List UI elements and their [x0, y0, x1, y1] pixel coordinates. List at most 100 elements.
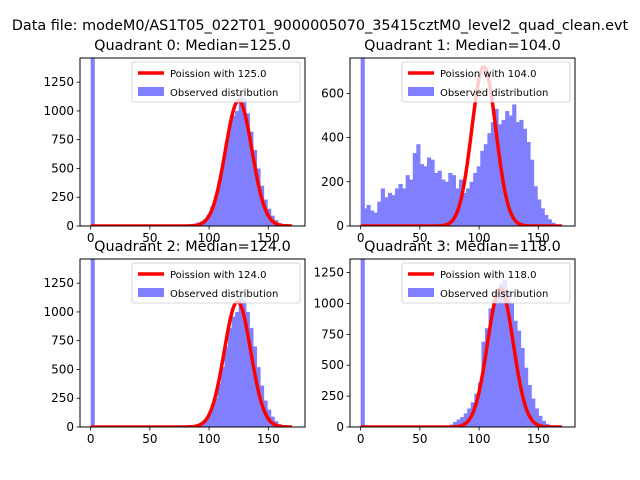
x-tick-label: 150 [257, 231, 280, 245]
y-tick-label: 200 [321, 175, 344, 189]
histogram-bar [231, 115, 236, 226]
histogram-bar [490, 122, 496, 226]
histogram-bar [544, 214, 549, 226]
y-tick-label: 500 [51, 362, 74, 376]
histogram-bar [217, 181, 222, 226]
histogram-bar [90, 259, 95, 427]
legend-box [401, 61, 571, 103]
y-tick-label: 0 [336, 420, 344, 434]
x-tick-label: 0 [357, 231, 365, 245]
histogram-bar [527, 385, 532, 427]
histogram-bar [228, 328, 233, 427]
legend-observed-swatch [408, 87, 434, 96]
histogram-bar [224, 346, 229, 427]
x-tick-label: 50 [412, 231, 427, 245]
histogram-bar [444, 181, 449, 226]
legend-observed-label: Observed distribution [170, 88, 278, 99]
axes-frame [79, 57, 306, 227]
histogram-bar [249, 328, 254, 427]
histogram-bar [473, 172, 478, 226]
histogram-bar [419, 164, 425, 226]
y-tick-label: 1250 [43, 276, 74, 290]
histogram-bar [441, 179, 446, 226]
quadrant-0-title: Quadrant 0: Median=125.0 [94, 38, 291, 54]
x-tick-label: 150 [527, 432, 550, 446]
quadrant-1-panel: 0 50 100 150 0 200 400 600 Poission with 104.0 Ob… [321, 38, 576, 245]
histogram-bar [492, 299, 497, 427]
poisson-curve [360, 286, 563, 427]
legend-observed-swatch [138, 87, 164, 96]
histogram-bar [210, 206, 215, 226]
histogram-bar [437, 170, 442, 226]
histogram-bar [256, 168, 261, 226]
histogram-bar [495, 288, 500, 427]
quadrant-3-panel: 0 50 100 150 0 250 500 750 1000 1250 Poission with… [313, 239, 576, 446]
histogram-bar [453, 422, 458, 427]
histogram-bar [466, 188, 471, 226]
histogram-bar [231, 316, 236, 427]
x-tick-label: 0 [357, 432, 365, 446]
histogram-bar [373, 212, 378, 226]
quadrant-0-panel: 0 50 100 150 0 250 500 750 1000 1250 Poission with… [43, 38, 306, 245]
histogram-bar [530, 159, 535, 226]
histogram-bar [206, 415, 211, 427]
x-tick-label: 0 [87, 432, 95, 446]
legend-box [131, 61, 301, 103]
histogram-bar [534, 408, 539, 427]
histogram-bar [380, 188, 385, 226]
histogram-bar [363, 208, 368, 226]
histogram-bar [515, 122, 520, 226]
histogram-bar [488, 308, 493, 427]
quadrant-3-title: Quadrant 3: Median=118.0 [364, 239, 561, 255]
histogram-bar [249, 131, 254, 226]
histogram-bar [213, 398, 218, 427]
histogram-bar [538, 415, 543, 427]
histogram-bar [487, 133, 492, 226]
histogram-bar [384, 197, 389, 226]
histogram-bar [224, 143, 229, 226]
x-tick-label: 50 [412, 432, 427, 446]
legend-poisson-label: Poission with 124.0 [170, 270, 266, 281]
x-tick-label: 50 [142, 432, 157, 446]
histogram-bar [522, 128, 528, 226]
histogram-bar [366, 205, 371, 226]
legend-poisson-label: Poission with 118.0 [440, 270, 536, 281]
histogram-bar [242, 300, 247, 427]
histogram-bar [210, 408, 215, 427]
histogram-bar [477, 382, 483, 427]
histogram-bar [391, 195, 396, 226]
y-tick-label: 500 [321, 358, 344, 372]
histogram-bar [203, 420, 208, 427]
histogram-bar [90, 58, 95, 226]
legend-observed-swatch [408, 288, 434, 297]
histogram-bar [509, 303, 515, 427]
histogram-bar [480, 150, 485, 226]
histogram-bar [476, 166, 481, 226]
histogram-bar [498, 124, 503, 226]
histogram-bar [377, 201, 382, 226]
histogram-bar [398, 184, 403, 226]
histogram-bar [235, 311, 240, 427]
histogram-bar [531, 398, 536, 427]
x-tick-label: 100 [198, 231, 221, 245]
histogram-bar [423, 166, 428, 226]
x-tick-label: 100 [468, 231, 491, 245]
histogram-bar [395, 188, 400, 226]
histogram-bar [238, 92, 243, 226]
y-tick-label: 1000 [43, 305, 74, 319]
histogram-bar [206, 214, 211, 226]
histogram-bar [242, 98, 247, 226]
histogram-bar [460, 417, 465, 427]
legend-observed-label: Observed distribution [440, 289, 548, 300]
axes-frame [79, 258, 306, 428]
histogram-bar [499, 283, 504, 427]
y-tick-label: 750 [51, 133, 74, 147]
histogram-bar [474, 393, 479, 427]
x-tick-label: 100 [468, 432, 491, 446]
histogram-bar [501, 119, 506, 226]
histogram-bar [547, 219, 552, 226]
x-tick-label: 150 [527, 231, 550, 245]
legend-poisson-label: Poission with 104.0 [440, 69, 536, 80]
